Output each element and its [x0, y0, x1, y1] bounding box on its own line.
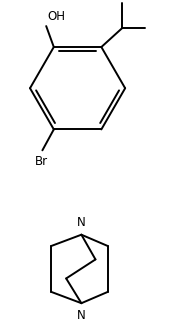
Text: OH: OH: [48, 10, 66, 23]
Text: Br: Br: [35, 155, 48, 168]
Text: N: N: [77, 216, 86, 229]
Text: N: N: [77, 309, 86, 322]
